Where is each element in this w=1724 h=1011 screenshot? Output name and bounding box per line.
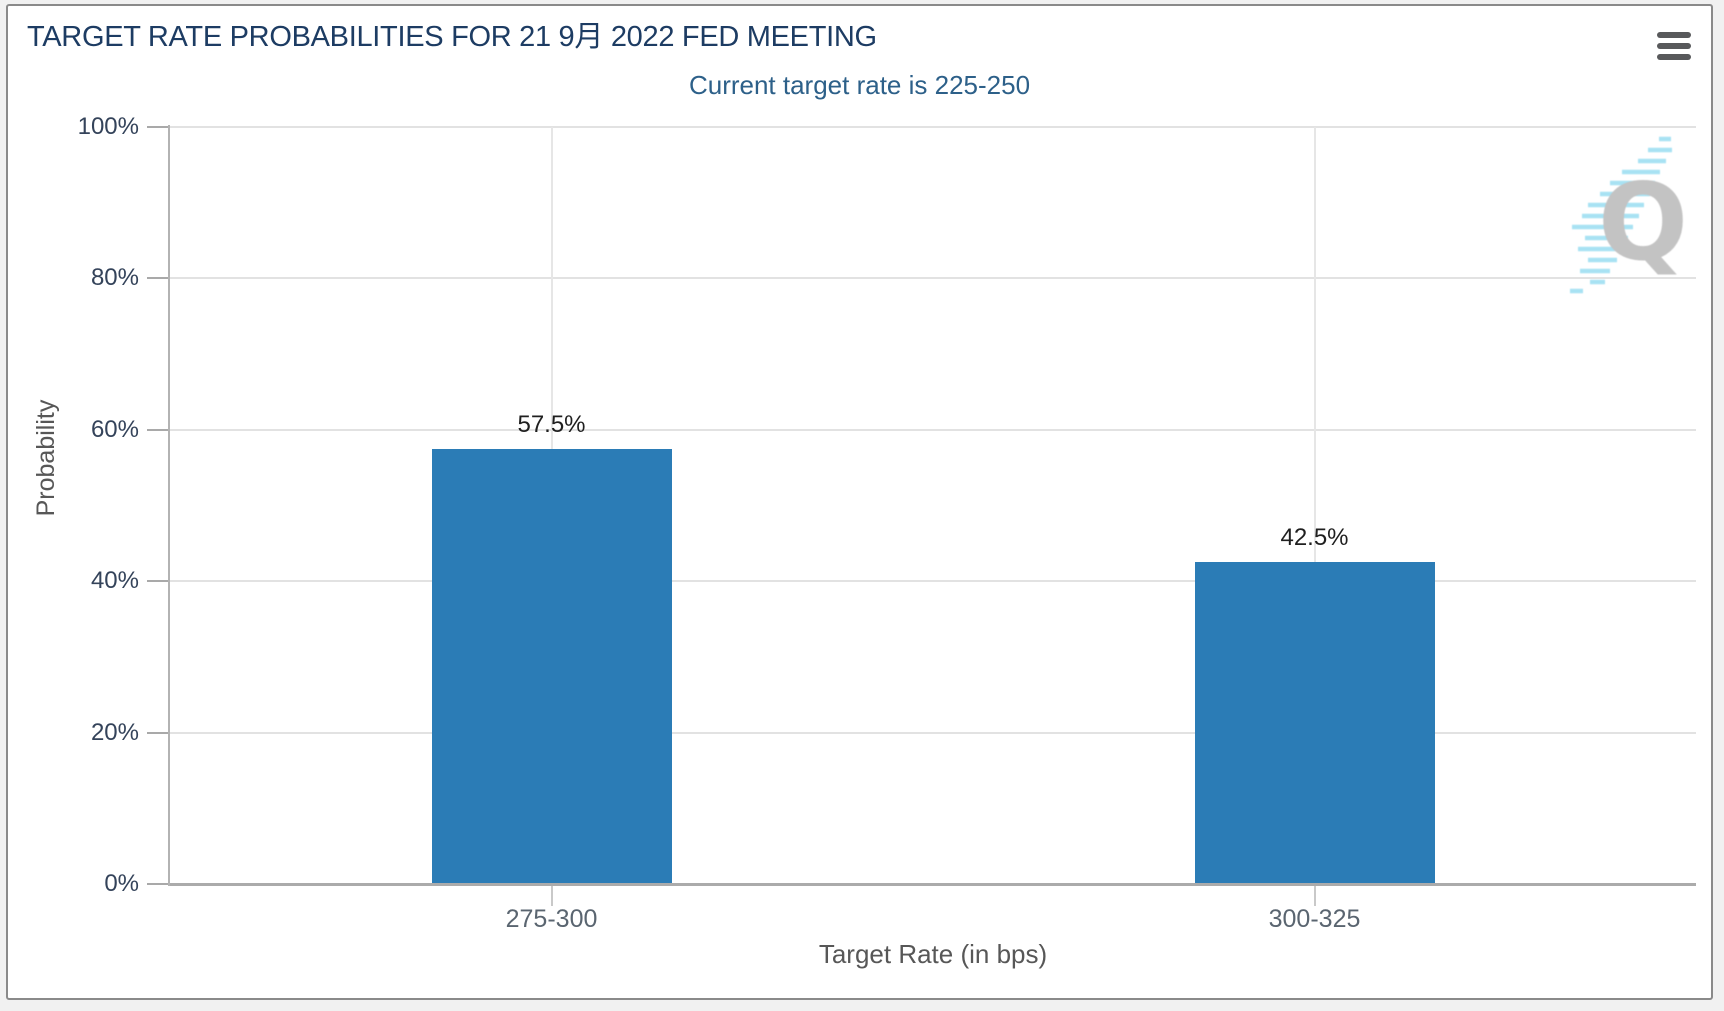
y-axis-tick: [147, 429, 170, 431]
svg-text:Q: Q: [1598, 161, 1688, 284]
hamburger-icon: [1657, 32, 1691, 38]
hamburger-icon: [1657, 43, 1691, 49]
y-tick-label: 0%: [104, 870, 139, 897]
bar-value-label: 42.5%: [1280, 524, 1349, 551]
y-axis-tick: [147, 732, 170, 734]
bar[interactable]: [1194, 562, 1435, 884]
x-axis-line: [170, 883, 1696, 886]
hamburger-icon: [1657, 54, 1691, 60]
x-axis-title: Target Rate (in bps): [818, 939, 1048, 969]
bar-value-label: 57.5%: [517, 411, 586, 438]
plot-area: 0% 20% 40% 60% 80% 100% 57.5% 275-300 42.5% 300-3…: [8, 6, 1711, 998]
x-axis-tick: [1313, 886, 1316, 906]
h-gridline: [170, 277, 1696, 279]
h-gridline: [170, 732, 1696, 734]
y-tick-label: 100%: [77, 113, 139, 140]
x-axis-tick: [550, 886, 553, 906]
chart-title: TARGET RATE PROBABILITIES FOR 21 9月 2022…: [27, 21, 877, 53]
quandl-watermark-icon: Q: [1570, 136, 1688, 294]
x-category-label: 275-300: [505, 905, 598, 933]
fedwatch-chart-panel: TARGET RATE PROBABILITIES FOR 21 9月 2022…: [6, 4, 1713, 1000]
y-tick-label: 20%: [90, 719, 139, 746]
h-gridline: [170, 126, 1696, 128]
y-axis-line: [168, 125, 170, 886]
chart-subtitle: Current target rate is 225-250: [688, 70, 1031, 100]
x-category-label: 300-325: [1268, 905, 1361, 933]
y-tick-label: 60%: [90, 416, 139, 443]
chart-context-menu-button[interactable]: [1657, 32, 1691, 60]
y-axis-title: Probability: [32, 399, 60, 517]
y-axis-tick: [147, 883, 170, 885]
y-axis-tick: [147, 126, 170, 128]
h-gridline: [170, 580, 1696, 582]
y-tick-label: 40%: [90, 567, 139, 594]
bar[interactable]: [431, 449, 672, 884]
y-tick-label: 80%: [90, 264, 139, 291]
y-axis-tick: [147, 580, 170, 582]
h-gridline: [170, 429, 1696, 431]
v-gridline: [1313, 127, 1316, 884]
y-axis-tick: [147, 277, 170, 279]
